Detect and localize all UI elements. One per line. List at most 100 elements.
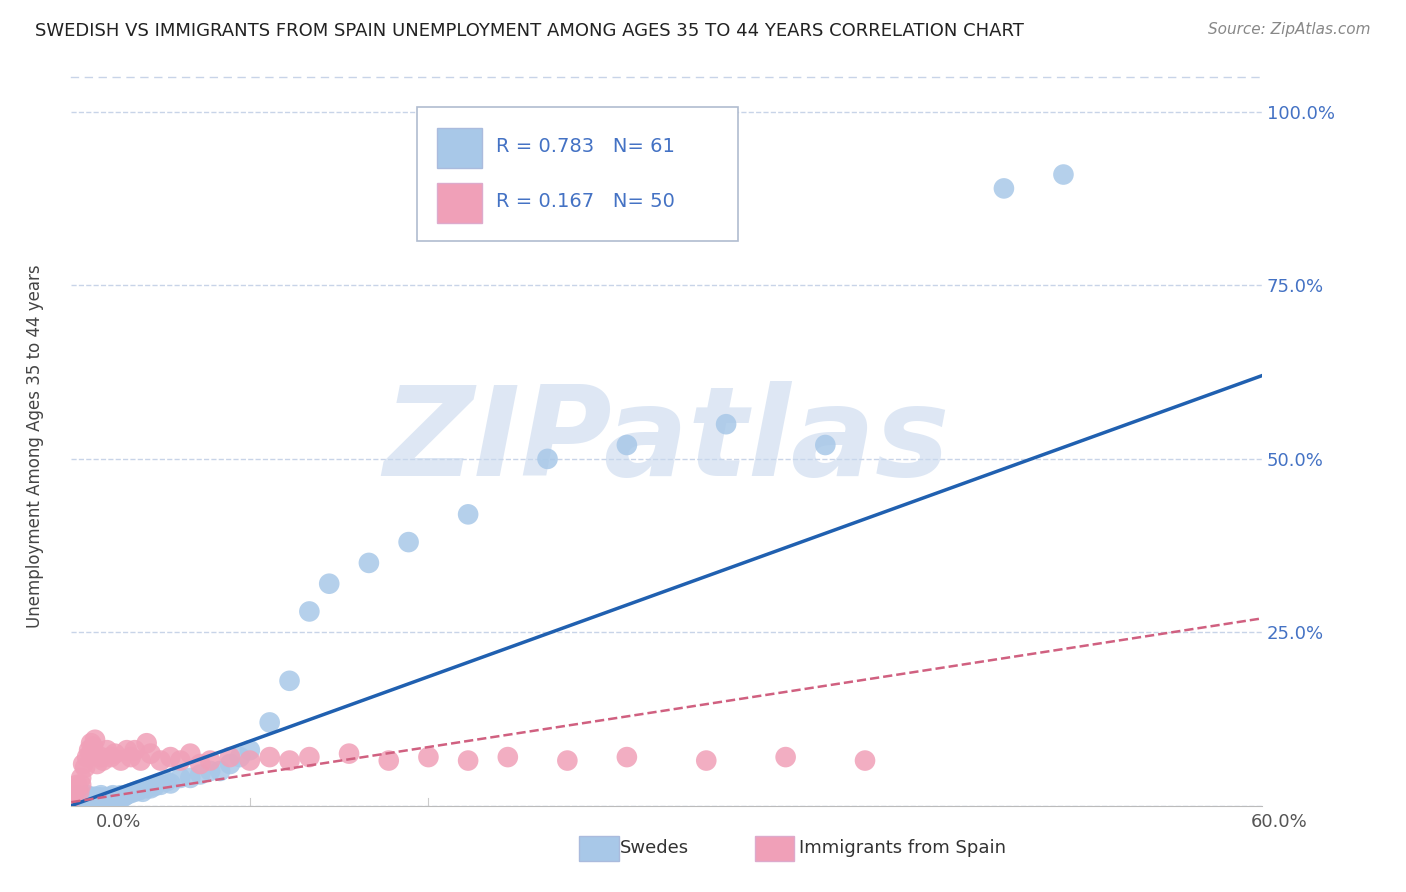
Point [84,732,107,747]
Point [129,754,152,768]
Point [219,750,242,764]
Point [100,789,122,804]
Point [259,750,281,764]
Point [179,771,201,785]
Point [66,781,89,796]
Point [377,754,399,768]
Point [198,764,221,778]
Point [75,790,97,805]
Point [398,535,420,549]
Point [84,789,107,804]
Point [259,715,281,730]
Point [993,181,1015,195]
FancyBboxPatch shape [437,128,482,169]
Point [72,757,94,772]
Point [775,750,797,764]
Point [60,791,83,805]
Point [814,438,837,452]
Point [337,747,360,761]
Point [101,789,124,803]
Point [77,791,100,805]
Point [318,576,340,591]
Point [111,790,134,805]
Point [135,736,157,750]
Point [76,750,98,764]
Point [219,757,242,772]
Point [82,791,104,805]
Point [457,754,479,768]
Point [209,764,232,778]
Point [90,750,112,764]
Point [139,747,162,761]
Point [120,786,142,800]
Point [76,792,98,806]
Point [66,793,89,807]
Point [91,754,114,768]
Point [115,788,138,802]
Point [82,739,104,754]
Point [128,783,150,797]
Point [188,767,211,781]
Point [131,785,153,799]
Point [278,673,301,688]
Text: 60.0%: 60.0% [1251,813,1308,830]
Point [278,754,301,768]
Point [239,754,262,768]
Point [70,778,93,792]
Point [357,556,380,570]
Point [120,750,142,764]
Point [100,750,122,764]
Point [75,760,97,774]
Point [63,795,86,809]
Point [169,771,191,785]
Point [695,754,717,768]
Point [91,791,114,805]
Point [169,754,191,768]
Point [616,438,638,452]
Point [76,789,98,803]
Point [66,778,89,792]
Point [80,747,103,761]
Point [496,750,519,764]
Text: R = 0.783   N= 61: R = 0.783 N= 61 [496,137,675,156]
Text: Unemployment Among Ages 35 to 44 years: Unemployment Among Ages 35 to 44 years [27,264,44,628]
Point [80,790,103,805]
Text: R = 0.167   N= 50: R = 0.167 N= 50 [496,192,675,211]
Point [70,790,93,805]
Point [179,747,201,761]
Point [96,791,118,805]
Point [298,750,321,764]
Point [67,791,90,805]
Point [557,754,579,768]
FancyBboxPatch shape [437,183,482,223]
Point [110,754,132,768]
Point [62,789,84,803]
Point [110,789,132,803]
Point [114,789,136,803]
Point [536,451,558,466]
Text: Swedes: Swedes [620,839,689,857]
Point [1052,168,1074,182]
Point [80,736,103,750]
Point [239,743,262,757]
Point [135,781,157,796]
FancyBboxPatch shape [416,106,738,241]
Point [104,747,127,761]
Text: 0.0%: 0.0% [96,813,141,830]
Point [77,743,100,757]
Point [115,743,138,757]
Point [80,793,103,807]
Point [159,776,181,790]
Text: SWEDISH VS IMMIGRANTS FROM SPAIN UNEMPLOYMENT AMONG AGES 35 TO 44 YEARS CORRELAT: SWEDISH VS IMMIGRANTS FROM SPAIN UNEMPLO… [35,22,1024,40]
Point [124,785,146,799]
Point [418,750,440,764]
Point [139,781,162,796]
Point [63,785,86,799]
Point [86,791,108,805]
Text: ZIPatlas: ZIPatlas [384,381,950,502]
Point [198,754,221,768]
Point [616,750,638,764]
Point [105,791,128,805]
Point [96,743,118,757]
Point [70,794,93,808]
